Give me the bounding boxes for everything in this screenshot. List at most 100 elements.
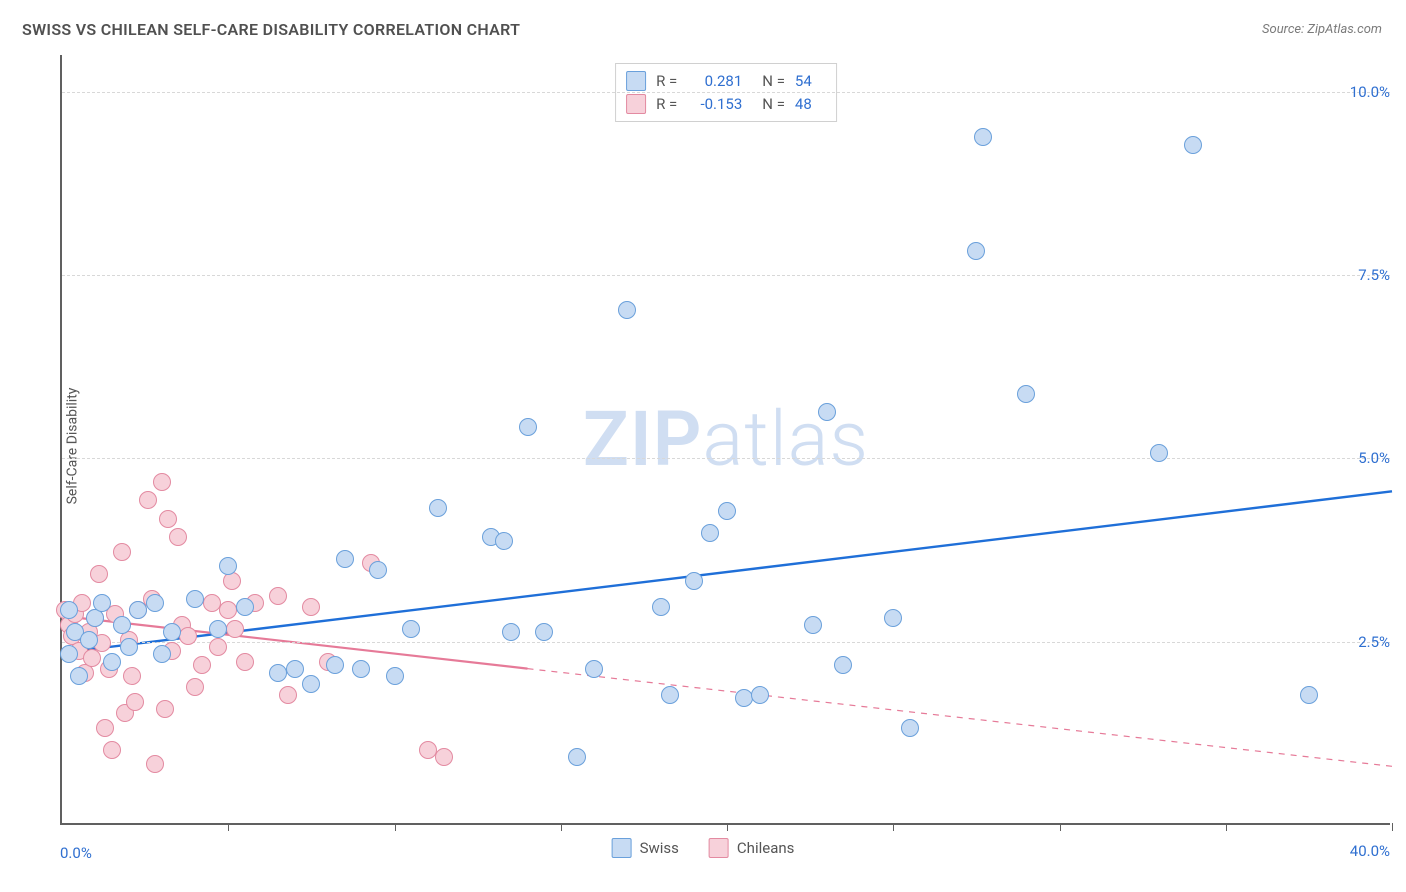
scatter-point bbox=[685, 572, 703, 590]
scatter-point bbox=[502, 623, 520, 641]
scatter-point bbox=[113, 543, 131, 561]
scatter-point bbox=[751, 686, 769, 704]
scatter-point bbox=[219, 601, 237, 619]
legend-swatch bbox=[626, 71, 646, 91]
scatter-point bbox=[153, 473, 171, 491]
x-tick bbox=[1226, 823, 1227, 831]
scatter-point bbox=[352, 660, 370, 678]
legend-correlation-row: R =-0.153N =48 bbox=[626, 93, 820, 116]
scatter-point bbox=[1300, 686, 1318, 704]
scatter-point bbox=[326, 656, 344, 674]
scatter-point bbox=[1150, 444, 1168, 462]
scatter-point bbox=[435, 748, 453, 766]
scatter-point bbox=[80, 631, 98, 649]
legend-series-item: Chileans bbox=[709, 838, 794, 858]
scatter-point bbox=[126, 693, 144, 711]
scatter-point bbox=[120, 638, 138, 656]
scatter-point bbox=[519, 418, 537, 436]
y-tick-label: 7.5% bbox=[1358, 266, 1390, 284]
x-axis-max-label: 40.0% bbox=[1350, 842, 1390, 860]
source-attribution: Source: ZipAtlas.com bbox=[1262, 22, 1382, 37]
x-tick bbox=[1060, 823, 1061, 831]
legend-swatch bbox=[626, 94, 646, 114]
series-legend: Swiss Chileans bbox=[612, 838, 795, 858]
y-tick-label: 10.0% bbox=[1350, 83, 1390, 101]
x-axis-min-label: 0.0% bbox=[60, 844, 92, 862]
scatter-point bbox=[302, 675, 320, 693]
scatter-point bbox=[203, 594, 221, 612]
scatter-point bbox=[884, 609, 902, 627]
scatter-point bbox=[156, 700, 174, 718]
scatter-point bbox=[186, 678, 204, 696]
scatter-point bbox=[129, 601, 147, 619]
scatter-point bbox=[419, 741, 437, 759]
scatter-point bbox=[103, 741, 121, 759]
scatter-point bbox=[402, 620, 420, 638]
scatter-point bbox=[302, 598, 320, 616]
gridline-h bbox=[62, 92, 1390, 93]
scatter-point bbox=[369, 561, 387, 579]
legend-swatch bbox=[709, 838, 729, 858]
x-tick bbox=[561, 823, 562, 831]
scatter-point bbox=[286, 660, 304, 678]
scatter-point bbox=[535, 623, 553, 641]
scatter-point bbox=[219, 557, 237, 575]
scatter-point bbox=[226, 620, 244, 638]
scatter-point bbox=[146, 755, 164, 773]
scatter-point bbox=[269, 587, 287, 605]
trend-lines-layer bbox=[62, 55, 1390, 823]
scatter-point bbox=[209, 638, 227, 656]
scatter-point bbox=[718, 502, 736, 520]
legend-series-item: Swiss bbox=[612, 838, 679, 858]
scatter-point bbox=[585, 660, 603, 678]
scatter-point bbox=[93, 594, 111, 612]
scatter-point bbox=[123, 667, 141, 685]
scatter-point bbox=[103, 653, 121, 671]
scatter-point bbox=[236, 598, 254, 616]
scatter-point bbox=[429, 499, 447, 517]
scatter-point bbox=[386, 667, 404, 685]
y-tick-label: 5.0% bbox=[1358, 449, 1390, 467]
scatter-point bbox=[1184, 136, 1202, 154]
scatter-point bbox=[336, 550, 354, 568]
gridline-h bbox=[62, 275, 1390, 276]
scatter-point bbox=[652, 598, 670, 616]
scatter-point bbox=[139, 491, 157, 509]
scatter-point bbox=[701, 524, 719, 542]
scatter-point bbox=[568, 748, 586, 766]
scatter-point bbox=[159, 510, 177, 528]
scatter-point bbox=[186, 590, 204, 608]
scatter-point bbox=[901, 719, 919, 737]
scatter-point bbox=[818, 403, 836, 421]
x-tick bbox=[395, 823, 396, 831]
scatter-point bbox=[90, 565, 108, 583]
scatter-point bbox=[279, 686, 297, 704]
legend-correlation-row: R =0.281N =54 bbox=[626, 70, 820, 93]
chart-title: SWISS VS CHILEAN SELF-CARE DISABILITY CO… bbox=[22, 20, 520, 39]
scatter-point bbox=[495, 532, 513, 550]
scatter-point bbox=[60, 601, 78, 619]
scatter-plot-area: ZIPatlas R =0.281N =54R =-0.153N =48 bbox=[60, 55, 1390, 825]
x-tick bbox=[727, 823, 728, 831]
x-tick bbox=[1392, 823, 1393, 831]
scatter-point bbox=[804, 616, 822, 634]
scatter-point bbox=[163, 623, 181, 641]
scatter-point bbox=[179, 627, 197, 645]
x-tick bbox=[893, 823, 894, 831]
scatter-point bbox=[193, 656, 211, 674]
scatter-point bbox=[974, 128, 992, 146]
scatter-point bbox=[967, 242, 985, 260]
scatter-point bbox=[209, 620, 227, 638]
scatter-point bbox=[113, 616, 131, 634]
scatter-point bbox=[834, 656, 852, 674]
gridline-h bbox=[62, 642, 1390, 643]
scatter-point bbox=[169, 528, 187, 546]
y-tick-label: 2.5% bbox=[1358, 633, 1390, 651]
scatter-point bbox=[236, 653, 254, 671]
scatter-point bbox=[618, 301, 636, 319]
scatter-point bbox=[96, 719, 114, 737]
legend-swatch bbox=[612, 838, 632, 858]
scatter-point bbox=[661, 686, 679, 704]
x-tick bbox=[228, 823, 229, 831]
scatter-point bbox=[1017, 385, 1035, 403]
